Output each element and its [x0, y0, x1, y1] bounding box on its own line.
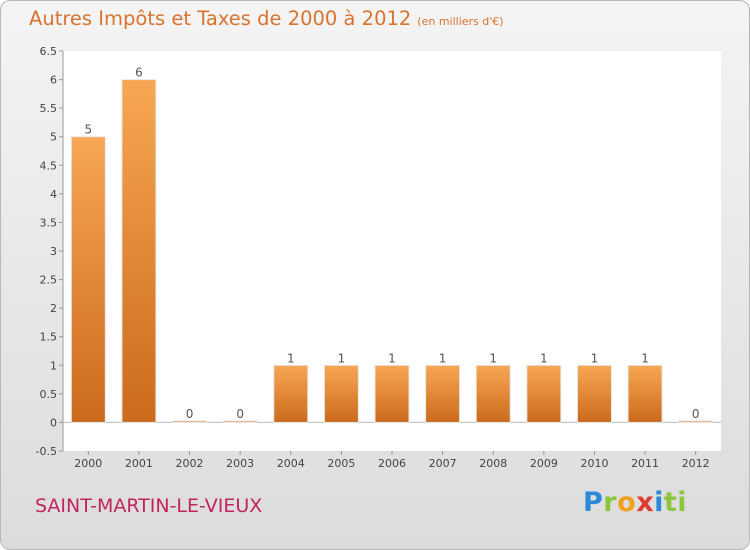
logo-letter: r: [603, 487, 618, 518]
logo-letter: i: [654, 487, 664, 518]
y-tick-label: 0.5: [40, 388, 58, 401]
x-tick-label: 2006: [378, 457, 406, 470]
bar: [526, 364, 562, 423]
logo-letter: o: [617, 487, 637, 518]
data-label: 1: [287, 351, 295, 365]
x-tick-label: 2001: [125, 457, 153, 470]
chart-title: Autres Impôts et Taxes de 2000 à 2012 (en…: [29, 7, 504, 30]
proxiti-logo: Proxiti: [583, 487, 687, 518]
y-tick-label: 2: [50, 302, 57, 315]
y-tick-label: 1: [50, 359, 57, 372]
y-tick-label: 3.5: [40, 216, 58, 229]
data-label: 1: [540, 351, 548, 365]
x-tick-label: 2012: [682, 457, 710, 470]
logo-letter: ti: [663, 487, 688, 518]
y-tick-label: 6.5: [40, 45, 58, 58]
y-tick-label: 5.5: [40, 102, 58, 115]
y-tick-label: 4: [50, 188, 57, 201]
y-tick-label: 3: [50, 245, 57, 258]
bar: [475, 364, 511, 423]
y-tick-label: 2.5: [40, 274, 58, 287]
chart-unit: (en milliers d'€): [417, 15, 504, 28]
data-label: 1: [338, 351, 346, 365]
data-label: 6: [135, 66, 143, 80]
x-tick-label: 2009: [530, 457, 558, 470]
bar: [678, 420, 714, 423]
data-label: 5: [84, 123, 92, 137]
bar: [121, 79, 157, 423]
y-tick-label: 5: [50, 131, 57, 144]
x-tick-label: 2004: [277, 457, 305, 470]
y-tick-label: 0: [50, 416, 57, 429]
y-tick-label: 6: [50, 74, 57, 87]
chart-title-text: Autres Impôts et Taxes de 2000 à 2012: [29, 7, 412, 30]
x-tick-label: 2008: [479, 457, 507, 470]
x-tick-label: 2005: [327, 457, 355, 470]
x-tick-label: 2011: [631, 457, 659, 470]
bar: [323, 364, 359, 423]
bar: [576, 364, 612, 423]
x-tick-label: 2002: [176, 457, 204, 470]
data-label: 1: [489, 351, 497, 365]
data-label: 0: [692, 407, 700, 421]
x-tick-label: 2007: [429, 457, 457, 470]
logo-letter: x: [636, 487, 655, 518]
bar: [172, 420, 208, 423]
data-label: 1: [388, 351, 396, 365]
data-label: 1: [641, 351, 649, 365]
bar: [425, 364, 461, 423]
bar: [70, 136, 106, 423]
logo-letter: P: [583, 487, 604, 518]
y-tick-label: 4.5: [40, 159, 58, 172]
x-tick-label: 2000: [74, 457, 102, 470]
data-label: 0: [186, 407, 194, 421]
x-tick-label: 2003: [226, 457, 254, 470]
data-label: 1: [591, 351, 599, 365]
bar: [222, 420, 258, 423]
bar: [273, 364, 309, 423]
commune-name: SAINT-MARTIN-LE-VIEUX: [35, 495, 263, 517]
y-tick-label: 1.5: [40, 331, 58, 344]
data-label: 1: [439, 351, 447, 365]
bar: [627, 364, 663, 423]
bar: [374, 364, 410, 423]
x-tick-label: 2010: [580, 457, 608, 470]
data-label: 0: [236, 407, 244, 421]
y-tick-label: -0.5: [36, 445, 57, 458]
